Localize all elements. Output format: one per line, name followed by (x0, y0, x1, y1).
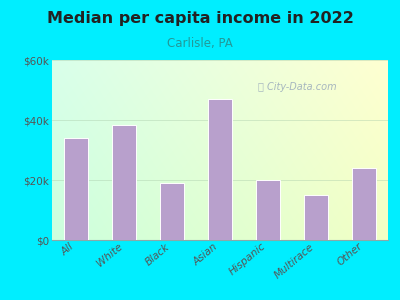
Bar (208, 99, 232, 240)
Bar (64, 138, 88, 240)
Bar (160, 183, 184, 240)
Bar (256, 180, 280, 240)
Text: ⓘ City-Data.com: ⓘ City-Data.com (258, 82, 336, 92)
Bar (352, 168, 376, 240)
Text: Carlisle, PA: Carlisle, PA (167, 38, 233, 50)
Text: Median per capita income in 2022: Median per capita income in 2022 (46, 11, 354, 26)
Bar (304, 195, 328, 240)
Bar (112, 124, 136, 240)
